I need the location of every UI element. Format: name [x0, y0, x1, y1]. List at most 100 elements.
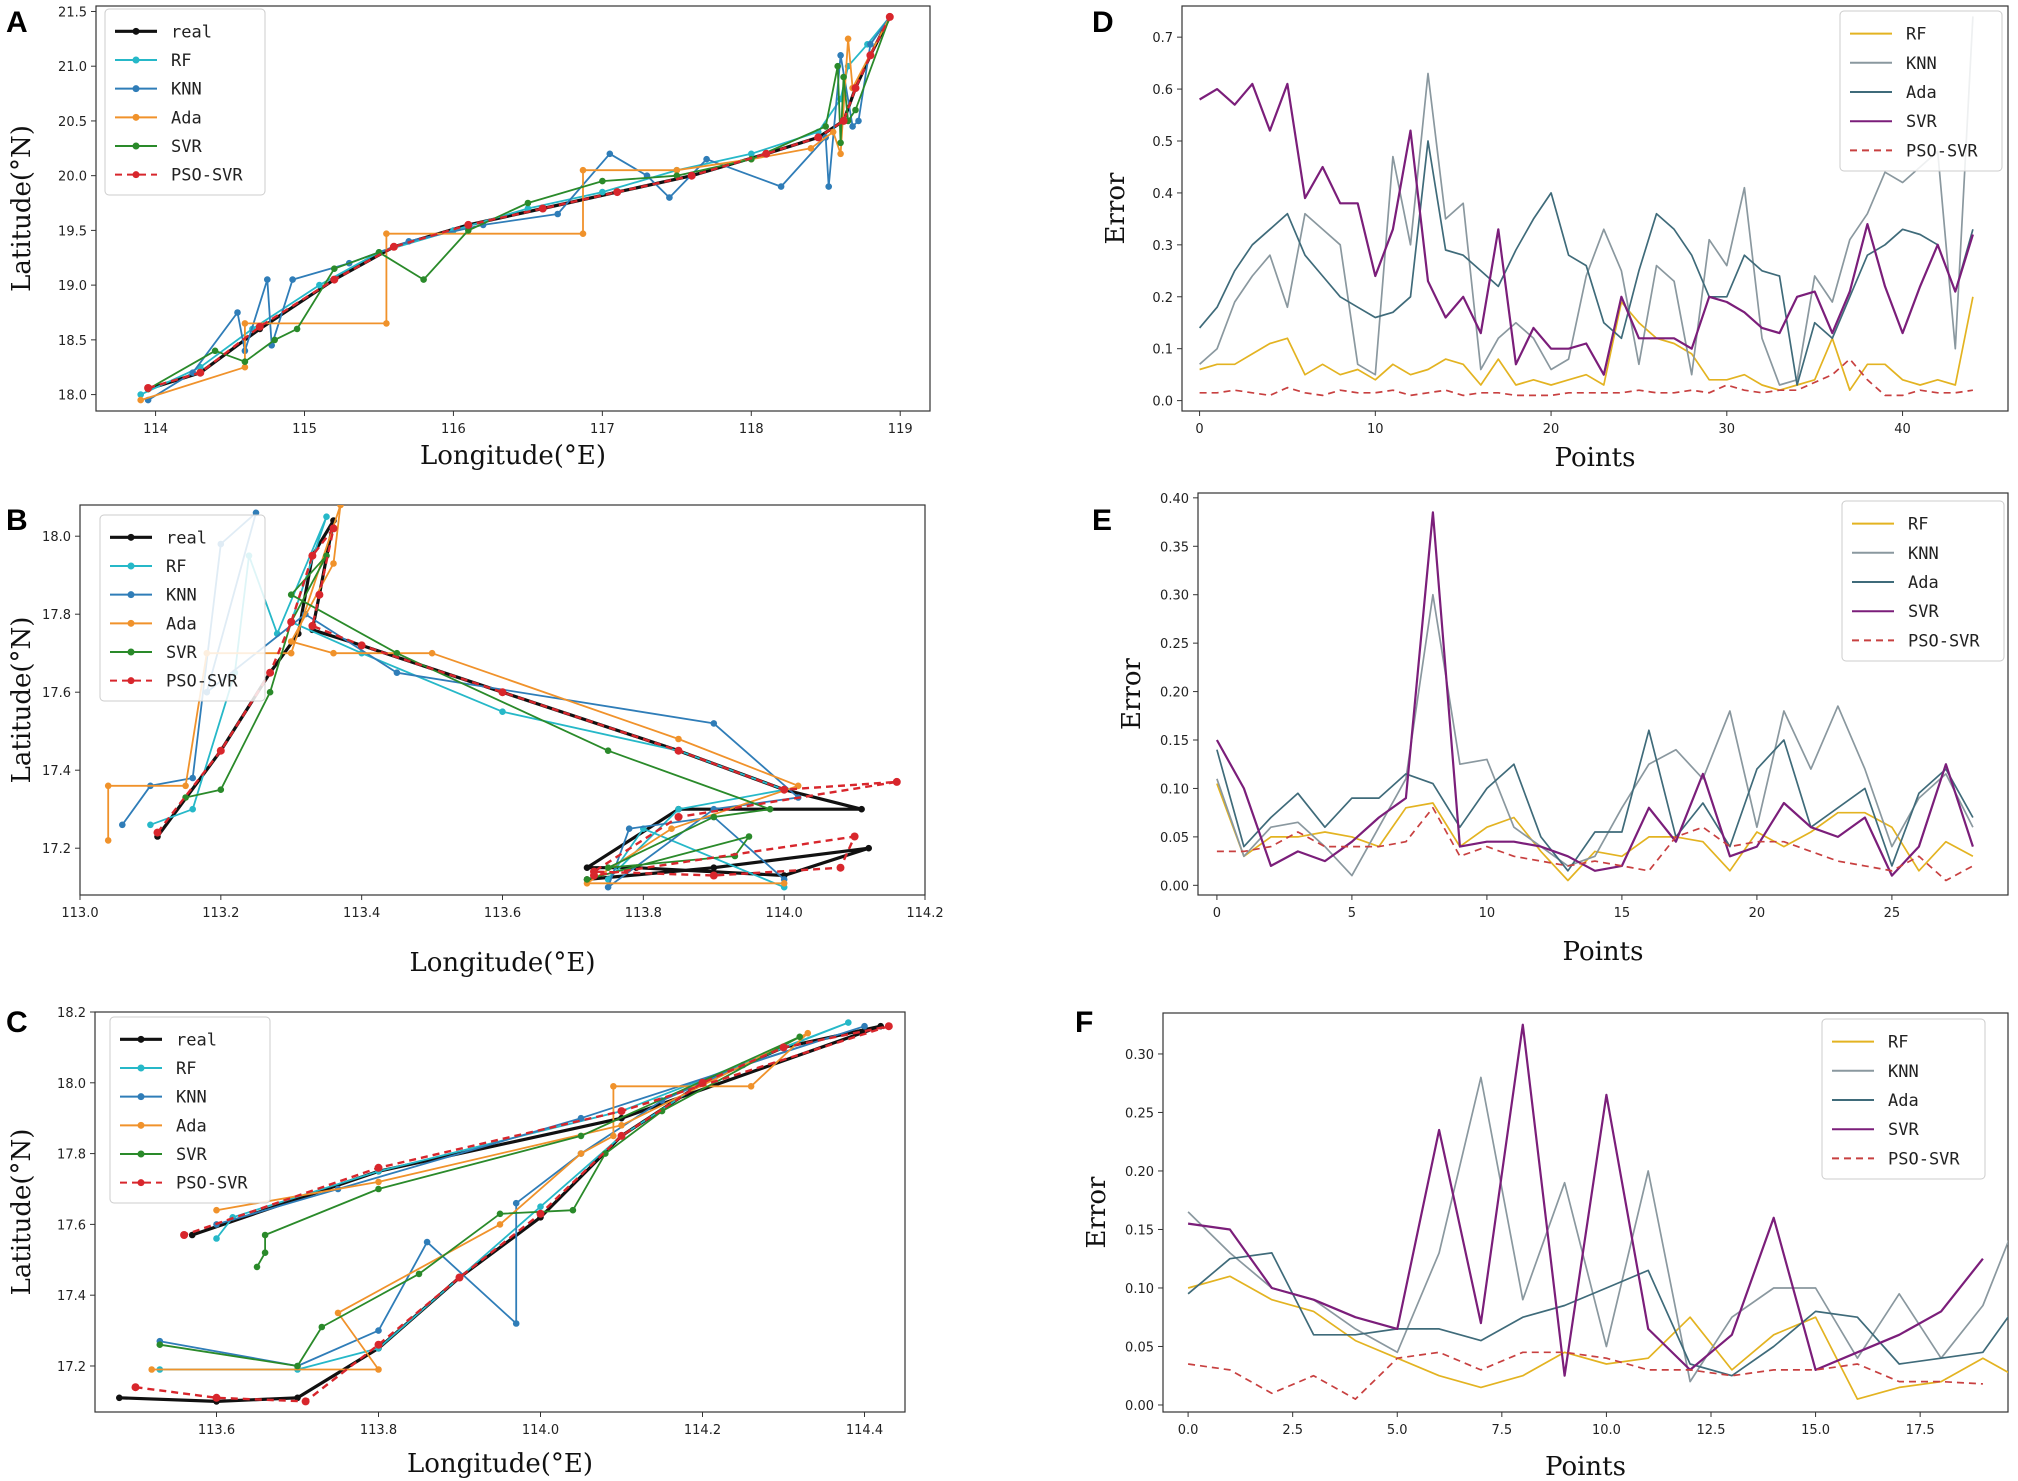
x-axis-label: Longitude(°E) [420, 441, 606, 471]
series-point-svr [599, 177, 606, 185]
series-point-pso-svr [885, 12, 894, 21]
legend-label: real [166, 528, 207, 548]
y-tick-label: 18.5 [58, 334, 87, 349]
legend-label: SVR [176, 1145, 207, 1165]
series-point-ada [104, 837, 112, 844]
series-point-ada [579, 230, 587, 237]
series-point-pso-svr [301, 1397, 310, 1406]
series-point-rf [599, 188, 606, 196]
series-point-svr [415, 1270, 423, 1278]
legend-marker [127, 562, 135, 570]
series-point-real [583, 864, 591, 871]
series-point-svr [569, 1206, 577, 1214]
series-point-pso-svr [315, 590, 324, 599]
series-point-ada [182, 782, 189, 790]
y-tick-label: 0.10 [1160, 782, 1189, 797]
series-point-knn [234, 309, 241, 316]
series-point-svr [293, 325, 301, 333]
plot-frame [1181, 5, 2009, 412]
series-point-ada [383, 320, 390, 327]
y-tick-label: 0.30 [1160, 589, 1189, 604]
series-point-pso-svr [709, 871, 718, 880]
plot-frame [95, 5, 931, 412]
series-point-svr [271, 336, 279, 344]
series-point-ada [837, 150, 844, 158]
series-point-svr [156, 1341, 164, 1348]
series-point-svr [766, 805, 774, 813]
plot-area [1215, 511, 1974, 882]
y-tick-label: 21.0 [58, 60, 87, 75]
legend-label: Ada [176, 1116, 207, 1136]
series-point-rf [189, 805, 196, 813]
legend-label: Ada [171, 108, 202, 128]
series-line-knn [1187, 1076, 2008, 1383]
legend-label: PSO-SVR [1888, 1149, 1960, 1169]
x-tick-label: 10 [1479, 906, 1496, 921]
x-tick-label: 15 [1614, 906, 1631, 921]
series-point-svr [524, 199, 532, 207]
x-tick-label: 113.8 [360, 1423, 397, 1438]
series-point-pso-svr [455, 1273, 464, 1282]
legend-marker [127, 533, 135, 541]
series-point-pso-svr [892, 777, 901, 786]
series-point-knn [867, 41, 874, 48]
series-point-svr [710, 813, 718, 821]
series-point-ada [804, 1029, 812, 1037]
panel-letter: D [1092, 6, 1114, 39]
series-point-ada [668, 825, 675, 832]
series-point-pso-svr [131, 1383, 140, 1392]
series-point-svr [211, 347, 219, 355]
series-line-svr [1199, 82, 1974, 376]
legend: RF KNN Ada SVR PSO-SVR [1839, 10, 2003, 172]
panel-letter: A [6, 6, 28, 39]
series-point-pso-svr [180, 1231, 189, 1239]
x-tick-label: 17.5 [1906, 1423, 1935, 1438]
panel-f: F 0.0 2.5 5.0 7.5 10.0 12.5 15.0 17.5 0.00 0.05 0.1… [1075, 1006, 2009, 1481]
x-tick-label: 113.0 [61, 906, 98, 921]
series-point-rf [524, 205, 532, 212]
x-tick-label: 113.6 [198, 1423, 235, 1438]
y-tick-label: 17.4 [57, 1289, 86, 1304]
legend-box [99, 514, 266, 702]
series-point-rf [137, 391, 144, 398]
y-tick-label: 0.25 [1125, 1106, 1154, 1121]
series-point-ada [104, 782, 112, 790]
y-tick-label: 18.0 [42, 530, 71, 545]
legend-label: KNN [1908, 544, 1939, 564]
y-tick-label: 0.30 [1125, 1048, 1154, 1063]
y-tick-label: 20.5 [58, 115, 87, 130]
series-point-rf [213, 1235, 220, 1242]
series-point-ada [610, 1132, 617, 1140]
legend-label: KNN [176, 1088, 207, 1108]
panel-letter: F [1075, 1006, 1093, 1039]
x-tick-label: 113.8 [625, 906, 662, 921]
panel-e: E 0 5 10 15 20 25 0.00 0.05 0.10 0.15 0.20 0.25 0.30 0… [1092, 492, 2009, 967]
series-point-ada [337, 505, 344, 509]
x-tick-label: 0.0 [1178, 1423, 1199, 1438]
plot-area [116, 1019, 893, 1406]
legend-label: KNN [1906, 54, 1937, 74]
legend-label: RF [171, 51, 191, 71]
legend-box [1821, 1018, 1986, 1180]
series-point-knn [837, 52, 844, 59]
series-point-ada [747, 1083, 755, 1090]
series-point-ada [829, 128, 837, 136]
series-point-knn [554, 210, 561, 218]
x-tick-label: 119 [888, 422, 913, 437]
x-tick-label: 5.0 [1387, 1423, 1408, 1438]
series-point-ada [287, 649, 295, 657]
series-point-pso-svr [613, 188, 622, 197]
series-point-pso-svr [780, 785, 789, 794]
y-tick-label: 18.2 [57, 1006, 86, 1021]
y-axis-label: Error [1082, 1176, 1112, 1248]
x-tick-label: 12.5 [1697, 1423, 1726, 1438]
legend-marker [132, 171, 140, 179]
series-line-svr [1215, 511, 1974, 877]
series-point-pso-svr [255, 322, 264, 331]
x-tick-label: 2.5 [1282, 1423, 1303, 1438]
series-point-ada [577, 1150, 585, 1157]
series-point-pso-svr [762, 149, 771, 158]
series-point-ada [241, 320, 249, 327]
y-tick-label: 0.1 [1152, 343, 1173, 358]
series-point-svr [287, 591, 295, 598]
